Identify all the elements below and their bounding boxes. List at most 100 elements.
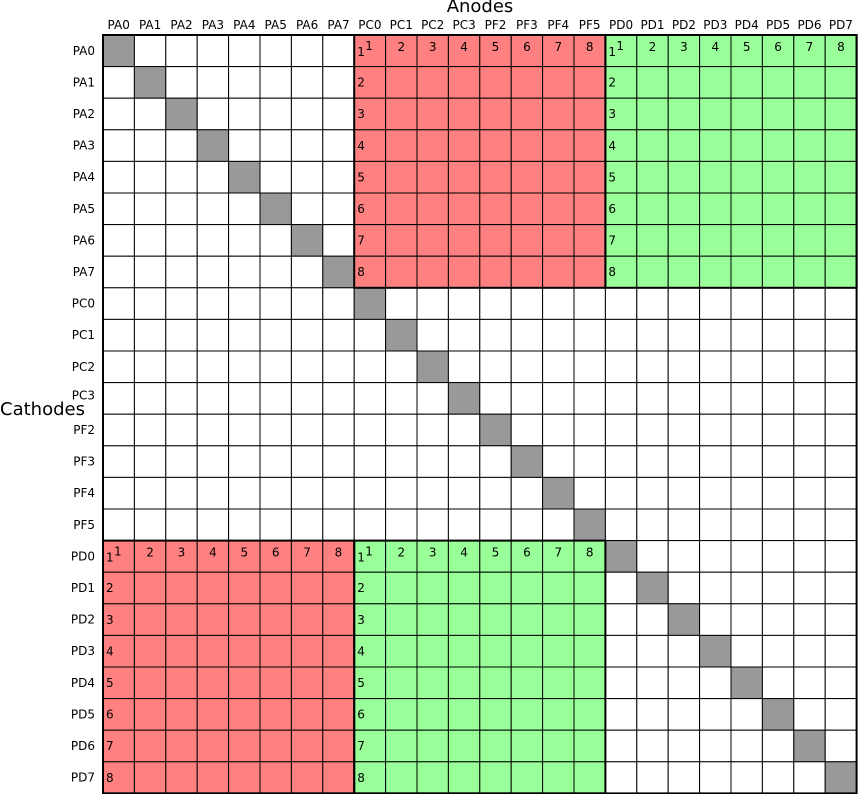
matrix-cell — [573, 318, 606, 352]
matrix-cell — [353, 476, 387, 510]
matrix-cell — [667, 160, 701, 194]
matrix-cell — [824, 445, 858, 478]
matrix-cell — [290, 666, 324, 700]
matrix-cell — [793, 445, 826, 478]
matrix-cell — [604, 160, 638, 194]
matrix-cell — [510, 97, 544, 131]
matrix-cell — [322, 729, 355, 763]
block-row-number: 7 — [608, 234, 616, 248]
block-row-number: 2 — [106, 581, 114, 595]
matrix-cell — [793, 603, 826, 636]
matrix-cell — [542, 666, 575, 700]
matrix-cell — [510, 255, 544, 289]
matrix-cell — [699, 34, 732, 68]
matrix-cell — [102, 476, 135, 510]
matrix-cell — [416, 255, 449, 289]
anode-label: PF3 — [516, 18, 538, 32]
matrix-cell — [196, 66, 230, 99]
matrix-cell — [290, 413, 324, 447]
matrix-cell — [824, 224, 858, 257]
cathode-label: PD3 — [71, 644, 95, 658]
matrix-cell — [699, 224, 732, 257]
matrix-cell — [385, 540, 418, 573]
matrix-cell — [447, 508, 481, 542]
anode-label: PA5 — [265, 18, 287, 32]
matrix-cell — [228, 66, 261, 99]
matrix-cell — [573, 603, 606, 636]
matrix-cell — [322, 634, 355, 668]
matrix-cell — [667, 413, 701, 447]
matrix-cell — [636, 287, 669, 320]
matrix-cell — [196, 445, 230, 478]
block-col-number: 1 — [114, 545, 122, 559]
anode-label: PD3 — [703, 18, 727, 32]
matrix-cell — [730, 318, 763, 352]
matrix-cell — [290, 698, 324, 731]
matrix-cell — [479, 97, 512, 131]
matrix-cell — [133, 97, 167, 131]
matrix-cell — [824, 192, 858, 226]
matrix-cell — [290, 160, 324, 194]
matrix-cell — [730, 508, 763, 542]
matrix-cell — [416, 445, 449, 478]
matrix-cell — [228, 508, 261, 542]
matrix-cell — [322, 224, 355, 257]
anode-label: PA6 — [296, 18, 318, 32]
matrix-cell — [259, 761, 292, 794]
matrix-cell — [479, 160, 512, 194]
matrix-cell — [447, 129, 481, 162]
block-col-number: 1 — [365, 545, 373, 559]
matrix-cell — [228, 287, 261, 320]
matrix-cell — [542, 445, 575, 478]
matrix-cell — [165, 192, 198, 226]
matrix-cell — [290, 97, 324, 131]
matrix-cell — [290, 192, 324, 226]
matrix-cell — [290, 729, 324, 763]
matrix-cell — [259, 413, 292, 447]
block-col-number: 6 — [523, 546, 531, 560]
matrix-cell — [416, 571, 449, 605]
matrix-cell — [133, 476, 167, 510]
matrix-cell — [510, 382, 544, 415]
matrix-cell — [385, 413, 418, 447]
matrix-cell — [636, 382, 669, 415]
matrix-cell — [353, 382, 387, 415]
matrix-cell — [102, 66, 135, 99]
matrix-cell — [133, 34, 167, 68]
matrix-cell — [447, 287, 481, 320]
matrix-cell — [416, 698, 449, 731]
matrix-cell — [259, 382, 292, 415]
matrix-cell — [573, 698, 606, 731]
matrix-cell — [416, 508, 449, 542]
matrix-cell — [228, 97, 261, 131]
block-row-number: 3 — [608, 107, 616, 121]
matrix-cell — [699, 350, 732, 384]
matrix-cell — [793, 666, 826, 700]
matrix-cell — [699, 540, 732, 573]
block-col-number: 2 — [649, 40, 657, 54]
matrix-cell — [793, 224, 826, 257]
matrix-cell — [542, 413, 575, 447]
cathode-label: PF4 — [73, 486, 95, 500]
matrix-cell — [133, 66, 167, 99]
matrix-cell — [102, 508, 135, 542]
matrix-cell — [416, 318, 449, 352]
matrix-cell — [793, 540, 826, 573]
matrix-cell — [353, 761, 387, 794]
matrix-cell — [510, 129, 544, 162]
matrix-cell — [636, 445, 669, 478]
matrix-cell — [133, 634, 167, 668]
matrix-cell — [824, 571, 858, 605]
matrix-cell — [416, 350, 449, 384]
cathode-label: PD4 — [71, 676, 95, 690]
anodes-axis-title: Anodes — [446, 0, 514, 17]
block-row-number: 6 — [357, 708, 365, 722]
matrix-cell — [479, 129, 512, 162]
matrix-cell — [385, 350, 418, 384]
block-col-number: 5 — [492, 40, 500, 54]
matrix-cell — [667, 97, 701, 131]
matrix-cell — [102, 350, 135, 384]
matrix-cell — [228, 382, 261, 415]
matrix-cell — [510, 66, 544, 99]
matrix-cell — [385, 255, 418, 289]
